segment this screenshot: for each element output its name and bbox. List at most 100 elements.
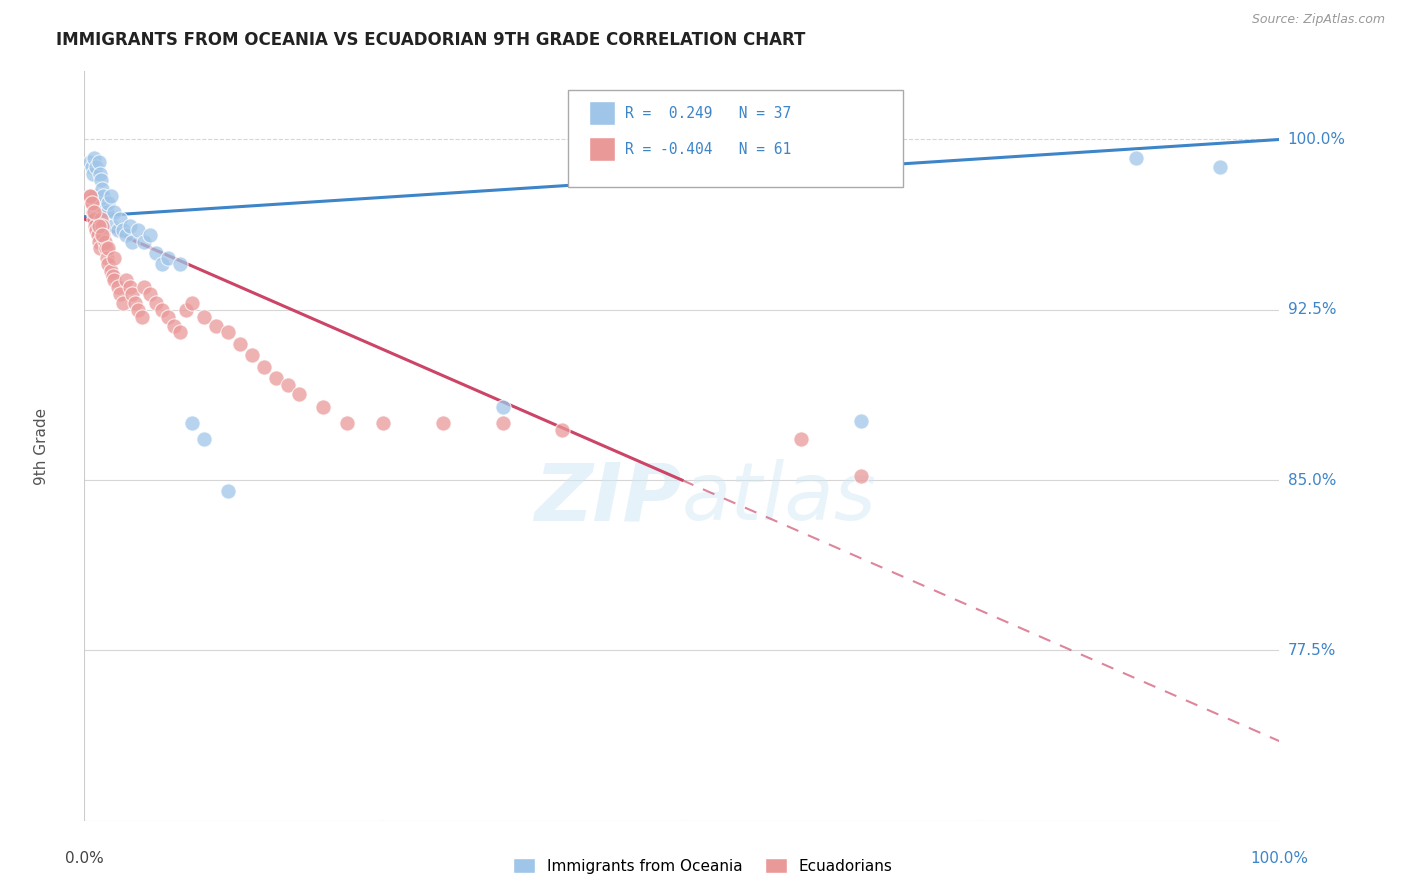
- Point: [229, 336, 252, 351]
- Point: [139, 227, 162, 242]
- Point: [100, 189, 122, 203]
- Point: [217, 326, 239, 340]
- Point: [851, 414, 873, 428]
- Point: [131, 310, 153, 324]
- Point: [145, 246, 167, 260]
- Point: [432, 417, 454, 431]
- Point: [205, 318, 228, 333]
- Point: [89, 167, 111, 181]
- Point: [111, 223, 134, 237]
- Point: [169, 257, 191, 271]
- Point: [79, 189, 101, 203]
- Point: [373, 417, 395, 431]
- Point: [181, 296, 204, 310]
- Point: [790, 432, 813, 446]
- Point: [264, 371, 287, 385]
- Point: [94, 201, 117, 215]
- Point: [132, 235, 156, 249]
- Text: 0.0%: 0.0%: [65, 851, 104, 866]
- Point: [110, 211, 132, 226]
- Point: [217, 484, 239, 499]
- Point: [115, 227, 138, 242]
- Point: [181, 417, 204, 431]
- Point: [110, 286, 132, 301]
- Point: [124, 296, 146, 310]
- Text: R = -0.404   N = 61: R = -0.404 N = 61: [624, 142, 790, 157]
- Point: [121, 235, 143, 249]
- Point: [103, 273, 125, 287]
- Text: 100.0%: 100.0%: [1250, 851, 1309, 866]
- Point: [87, 235, 110, 249]
- Point: [80, 196, 103, 211]
- Point: [157, 310, 180, 324]
- Point: [107, 280, 129, 294]
- Point: [93, 235, 115, 249]
- Point: [150, 257, 173, 271]
- Text: IMMIGRANTS FROM OCEANIA VS ECUADORIAN 9TH GRADE CORRELATION CHART: IMMIGRANTS FROM OCEANIA VS ECUADORIAN 9T…: [56, 31, 806, 49]
- Point: [111, 296, 134, 310]
- Point: [253, 359, 276, 374]
- Text: 9th Grade: 9th Grade: [34, 408, 48, 484]
- Point: [84, 219, 107, 233]
- Point: [492, 417, 515, 431]
- Point: [145, 296, 167, 310]
- Point: [174, 302, 197, 317]
- Point: [79, 155, 101, 169]
- Point: [97, 257, 120, 271]
- Point: [94, 242, 117, 256]
- Point: [86, 223, 108, 237]
- Point: [86, 160, 108, 174]
- Point: [90, 173, 112, 187]
- FancyBboxPatch shape: [589, 137, 614, 161]
- Point: [103, 205, 125, 219]
- Point: [851, 468, 873, 483]
- Point: [163, 318, 186, 333]
- Text: 92.5%: 92.5%: [1288, 302, 1336, 318]
- Point: [312, 401, 335, 415]
- Point: [91, 182, 114, 196]
- Text: 100.0%: 100.0%: [1288, 132, 1346, 147]
- Point: [1209, 160, 1232, 174]
- Text: ZIP: ZIP: [534, 459, 682, 538]
- Text: atlas: atlas: [682, 459, 877, 538]
- Point: [87, 219, 110, 233]
- Point: [101, 219, 124, 233]
- Point: [83, 151, 105, 165]
- Point: [97, 242, 120, 256]
- Point: [91, 219, 114, 233]
- Point: [115, 273, 138, 287]
- Point: [96, 205, 118, 219]
- Point: [97, 196, 120, 211]
- Point: [83, 211, 105, 226]
- Point: [86, 227, 108, 242]
- Point: [150, 302, 173, 317]
- Point: [118, 219, 141, 233]
- Point: [127, 302, 149, 317]
- Point: [101, 268, 124, 283]
- Text: Source: ZipAtlas.com: Source: ZipAtlas.com: [1251, 13, 1385, 27]
- Point: [90, 211, 112, 226]
- Point: [277, 377, 299, 392]
- Point: [103, 251, 125, 265]
- Point: [84, 189, 107, 203]
- Point: [82, 205, 104, 219]
- Point: [193, 432, 215, 446]
- Point: [87, 155, 110, 169]
- Point: [1125, 151, 1147, 165]
- Point: [288, 386, 311, 401]
- Point: [100, 264, 122, 278]
- Point: [91, 227, 114, 242]
- FancyBboxPatch shape: [568, 90, 903, 187]
- Point: [336, 417, 359, 431]
- Text: 85.0%: 85.0%: [1288, 473, 1336, 488]
- Point: [107, 223, 129, 237]
- Point: [240, 348, 263, 362]
- Text: 77.5%: 77.5%: [1288, 643, 1336, 657]
- Legend: Immigrants from Oceania, Ecuadorians: Immigrants from Oceania, Ecuadorians: [508, 852, 898, 880]
- Point: [551, 423, 574, 437]
- Point: [93, 189, 115, 203]
- Point: [132, 280, 156, 294]
- Point: [79, 189, 101, 203]
- Point: [193, 310, 215, 324]
- Point: [82, 167, 104, 181]
